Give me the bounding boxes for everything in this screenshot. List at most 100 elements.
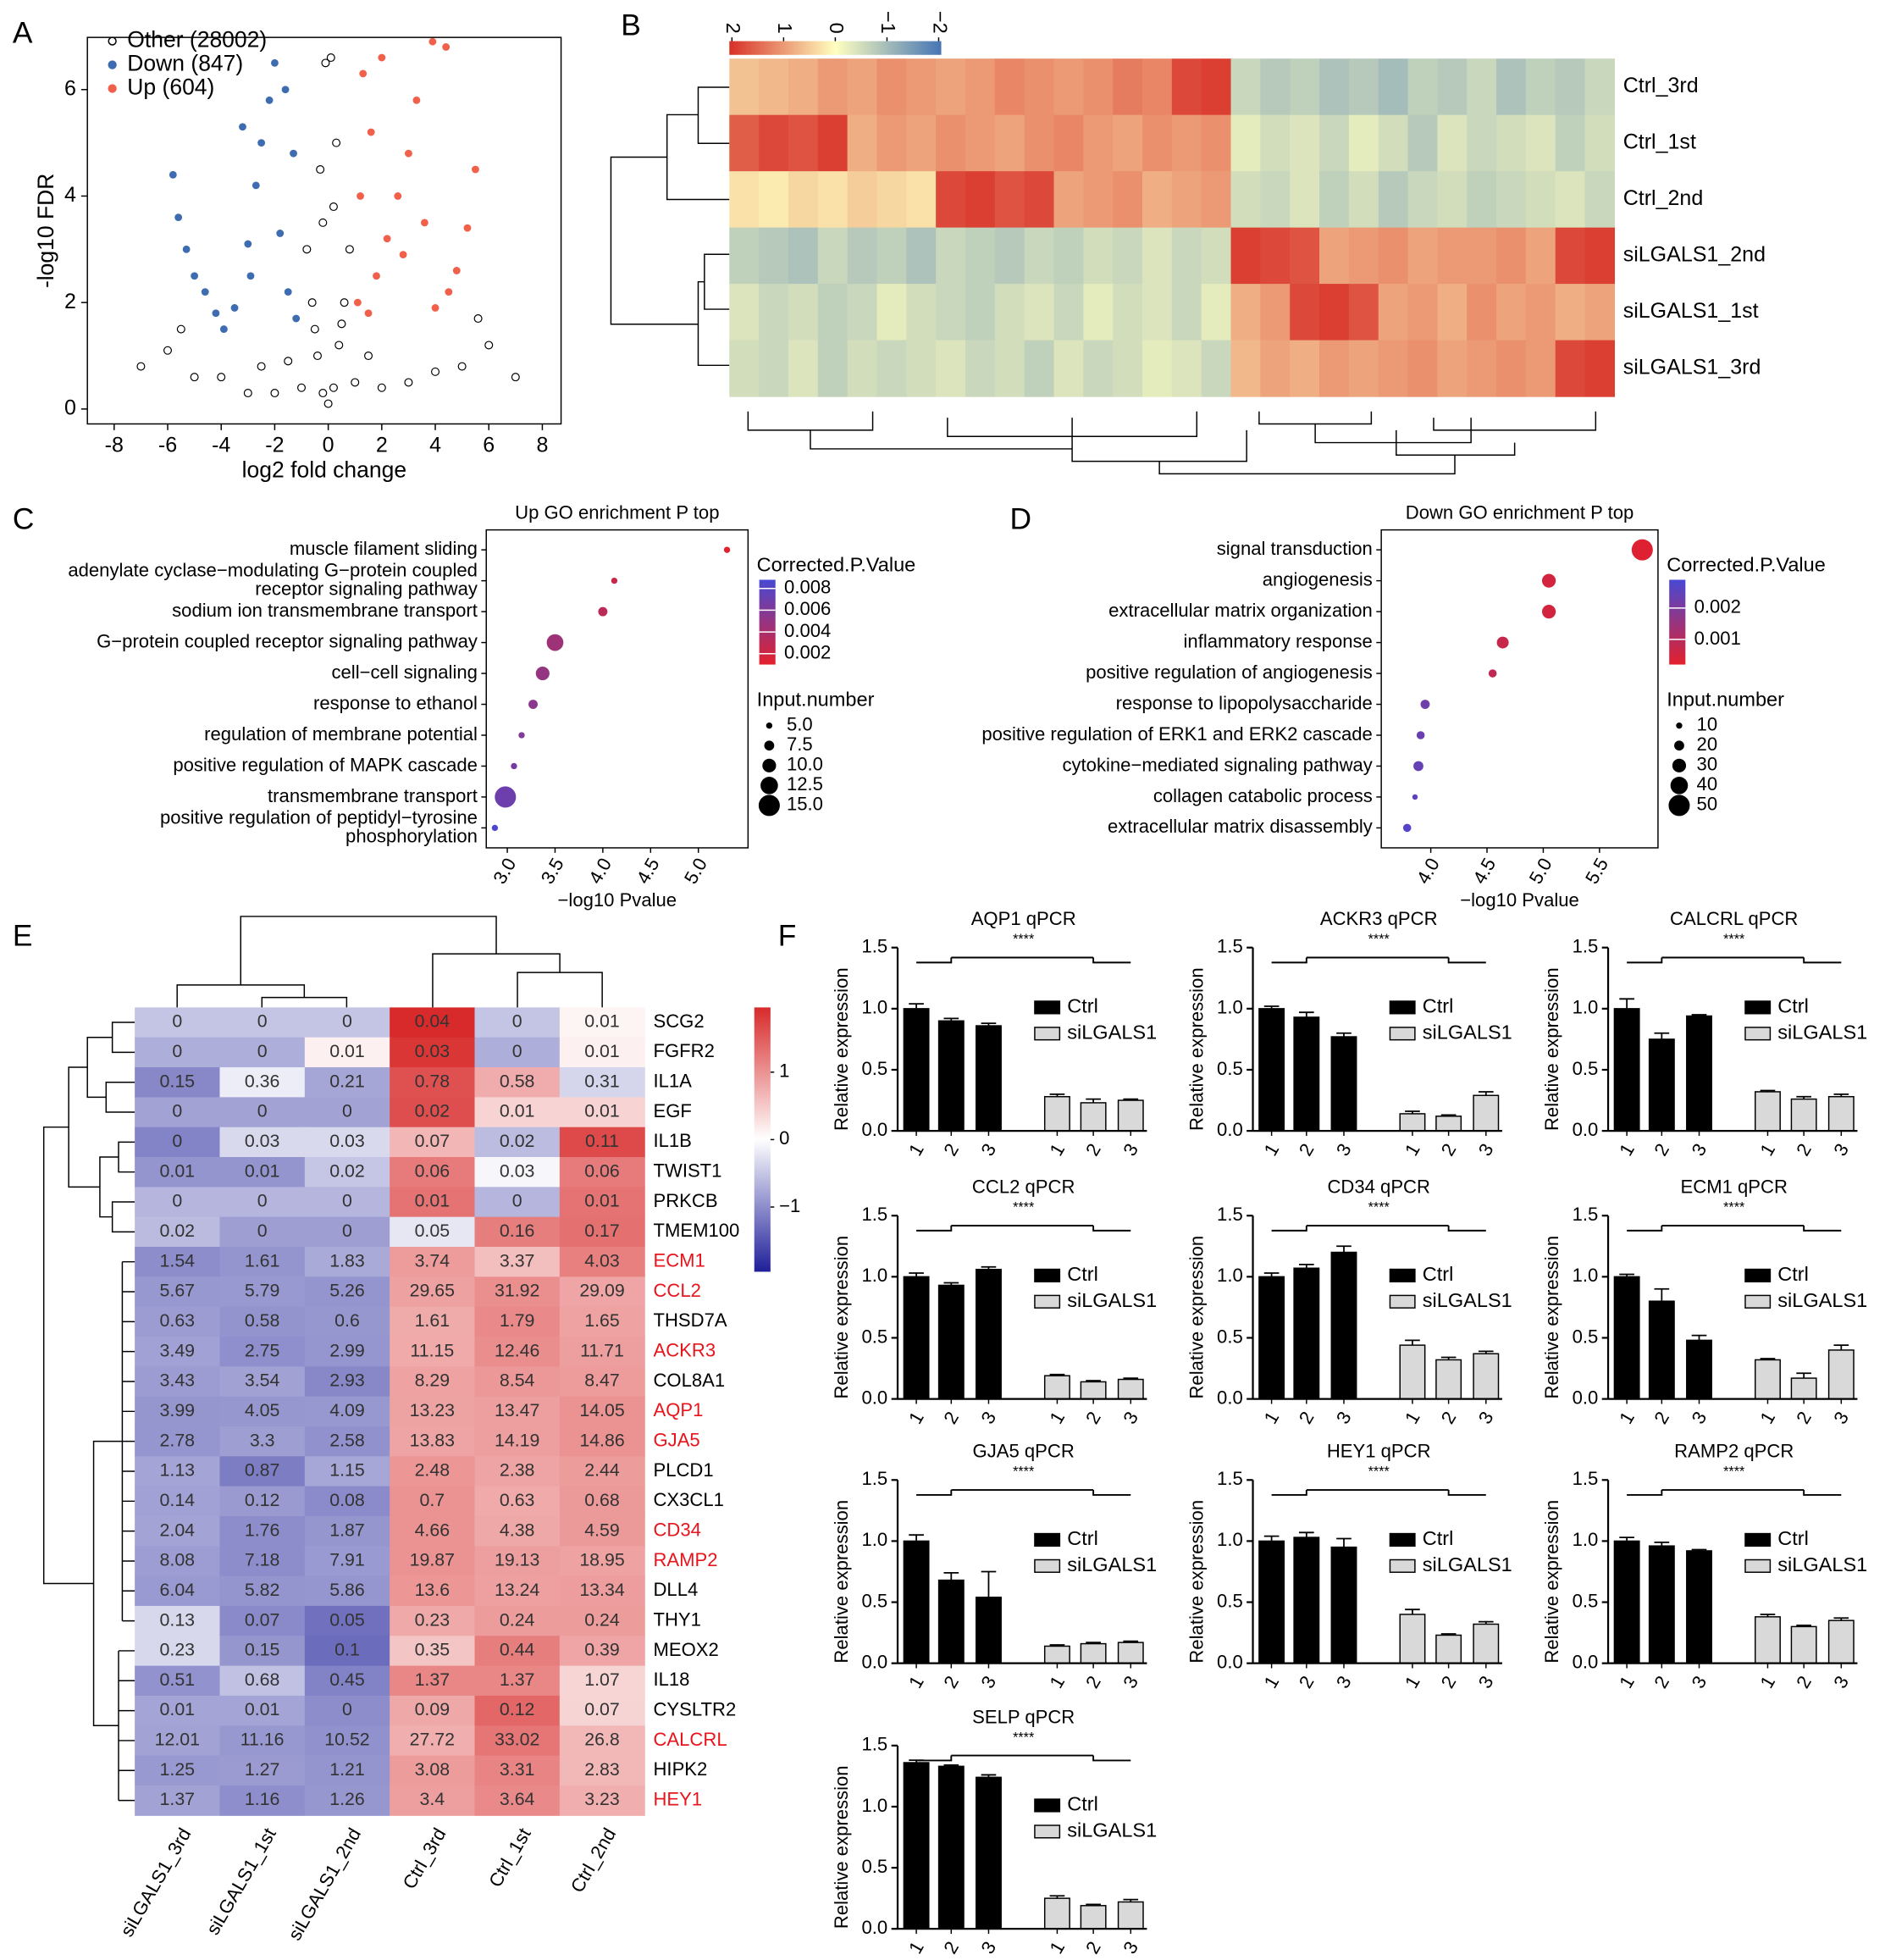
heat-cell	[1230, 58, 1261, 116]
error-bar	[909, 1003, 924, 1009]
y-tick-label: 0.0	[1217, 1387, 1243, 1408]
column-dendrogram	[176, 916, 603, 1008]
cell-label: 0.15	[245, 1640, 280, 1660]
heat-cell	[729, 171, 760, 229]
cell-label: 0	[172, 1011, 182, 1032]
error-bar	[1405, 1339, 1420, 1346]
cell-label: 5.82	[245, 1580, 280, 1600]
heat-cell	[219, 1336, 306, 1367]
legend-swatch	[1744, 1000, 1772, 1015]
error-bar	[1123, 1377, 1139, 1380]
significance: ****	[1368, 1464, 1390, 1480]
heat-cell	[788, 114, 819, 172]
legend-label: Ctrl	[1423, 1527, 1454, 1549]
cell-label: 11.16	[240, 1730, 285, 1750]
chart-title: CD34 qPCR	[1327, 1177, 1429, 1198]
cell-label: 5.86	[329, 1580, 365, 1600]
y-tick-label: 1.0	[1217, 1265, 1243, 1286]
bar	[1330, 1036, 1357, 1132]
data-point	[337, 319, 346, 329]
x-tick-label: 4.0	[584, 855, 616, 888]
x-tick-label: 4.5	[633, 855, 664, 888]
row-dendrogram	[610, 86, 730, 367]
data-point	[244, 240, 252, 248]
term-label: extracellular matrix disassembly	[1108, 816, 1373, 837]
y-tick-label: 0.0	[1573, 1651, 1599, 1672]
size-legend-label: 7.5	[787, 734, 813, 755]
x-tick-label: 5.5	[1581, 855, 1612, 888]
cell-label: 0.07	[415, 1131, 451, 1151]
heat-cell	[304, 1755, 390, 1786]
colorbar	[754, 1007, 771, 1272]
heat-cell	[1496, 227, 1527, 285]
error-bar	[1478, 1091, 1494, 1096]
cell-label: 0.23	[160, 1640, 196, 1660]
cell-label: 0.04	[415, 1011, 451, 1032]
cell-label: 3.4	[420, 1789, 445, 1809]
x-tick-label: 1	[1401, 1140, 1424, 1160]
term-line: receptor signaling pathway	[255, 578, 478, 599]
x-tick-label: 1	[1615, 1140, 1639, 1160]
cell-label: 0.08	[329, 1490, 365, 1510]
cell-label: 0.01	[329, 1041, 365, 1061]
significance-bracket	[1271, 1225, 1486, 1232]
heat-cell	[1584, 114, 1616, 172]
row-label: THY1	[653, 1608, 700, 1630]
error-bar	[1654, 1287, 1670, 1302]
size-legend-dot	[1670, 777, 1689, 795]
significance: ****	[1723, 1464, 1745, 1480]
y-tick-label: 1.5	[1573, 1468, 1599, 1489]
data-point	[191, 272, 199, 280]
row-label: PLCD1	[653, 1459, 713, 1481]
heat-cell	[1496, 58, 1527, 116]
term-label: muscle filament sliding	[290, 538, 478, 559]
heat-cell	[390, 1486, 476, 1517]
error-bar	[981, 1570, 997, 1597]
term-line: positive regulation of peptidyl−tyrosine	[160, 806, 478, 828]
cell-label: 0.02	[329, 1160, 365, 1181]
bar	[976, 1776, 1002, 1930]
dot	[1412, 794, 1418, 800]
y-axis-label: Relative expression	[1186, 967, 1208, 1131]
heat-cell	[1142, 58, 1173, 116]
heat-cell	[1142, 114, 1173, 172]
heat-cell	[304, 1187, 390, 1218]
heat-cell	[390, 1515, 476, 1547]
bar	[1330, 1546, 1357, 1664]
error-bar	[1478, 1620, 1494, 1625]
size-legend-label: 10.0	[787, 754, 823, 775]
cell-label: 3.08	[415, 1759, 451, 1780]
heat-cell	[1290, 58, 1320, 116]
heat-cell	[474, 1366, 561, 1398]
heat-cell	[390, 1037, 476, 1068]
cell-label: 0.01	[584, 1101, 620, 1121]
legend-swatch	[1034, 1027, 1061, 1041]
heat-cell	[1407, 171, 1438, 229]
bar	[903, 1276, 930, 1400]
heat-cell	[219, 1097, 306, 1128]
row-label: EGF	[653, 1100, 691, 1121]
data-point	[321, 58, 330, 68]
term-line: phosphorylation	[345, 825, 478, 846]
heat-cell	[390, 1187, 476, 1218]
bar	[1293, 1267, 1320, 1400]
x-tick-label: 2	[1650, 1140, 1673, 1160]
row-label: PRKCB	[653, 1190, 717, 1211]
heat-cell	[1555, 340, 1586, 397]
heat-cell	[1319, 340, 1350, 397]
x-tick-label: 3	[1332, 1672, 1356, 1691]
dot	[1541, 605, 1556, 619]
heat-cell	[1348, 171, 1379, 229]
heat-cell	[135, 1546, 221, 1577]
heat-cell	[936, 284, 966, 341]
heat-cell	[1584, 227, 1616, 285]
heat-cell	[219, 1755, 306, 1786]
x-axis-label: −log10 Pvalue	[1460, 889, 1579, 911]
data-point	[136, 362, 146, 371]
significance-bracket	[916, 1225, 1131, 1232]
cell-label: 0.01	[500, 1101, 535, 1121]
cell-label: 18.95	[579, 1550, 624, 1570]
bar	[1043, 1375, 1070, 1400]
data-point	[377, 383, 386, 392]
heat-cell	[219, 1037, 306, 1068]
